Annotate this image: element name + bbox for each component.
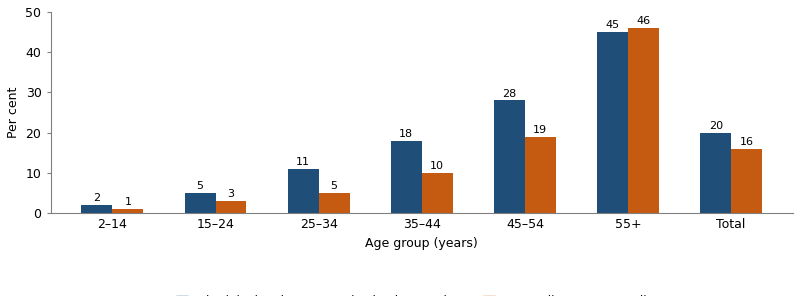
Text: 1: 1 bbox=[124, 197, 131, 207]
Text: 16: 16 bbox=[740, 137, 754, 147]
Text: 10: 10 bbox=[430, 161, 444, 171]
Bar bbox=[597, 32, 628, 213]
Bar bbox=[82, 205, 113, 213]
Text: 19: 19 bbox=[534, 125, 547, 135]
Bar bbox=[215, 201, 246, 213]
Text: 18: 18 bbox=[399, 129, 414, 139]
Text: 3: 3 bbox=[227, 189, 234, 200]
Text: 46: 46 bbox=[637, 17, 650, 26]
Bar bbox=[494, 100, 525, 213]
Text: 2: 2 bbox=[94, 194, 101, 203]
Bar bbox=[391, 141, 422, 213]
Bar bbox=[113, 209, 143, 213]
Legend: Aboriginal and Torres Strait Islander peoples, Non-Indigenous Australians: Aboriginal and Torres Strait Islander pe… bbox=[176, 295, 667, 296]
Y-axis label: Per cent: Per cent bbox=[7, 87, 20, 138]
Bar bbox=[731, 149, 762, 213]
Bar bbox=[288, 169, 318, 213]
Text: 20: 20 bbox=[709, 121, 722, 131]
Text: 11: 11 bbox=[296, 157, 310, 167]
Text: 5: 5 bbox=[330, 181, 338, 192]
Bar bbox=[628, 28, 659, 213]
Text: 5: 5 bbox=[197, 181, 203, 192]
Text: 45: 45 bbox=[606, 20, 620, 30]
Bar bbox=[318, 193, 350, 213]
X-axis label: Age group (years): Age group (years) bbox=[366, 237, 478, 250]
Bar bbox=[700, 133, 731, 213]
Bar bbox=[185, 193, 215, 213]
Bar bbox=[422, 173, 453, 213]
Bar bbox=[525, 137, 556, 213]
Text: 28: 28 bbox=[502, 89, 517, 99]
